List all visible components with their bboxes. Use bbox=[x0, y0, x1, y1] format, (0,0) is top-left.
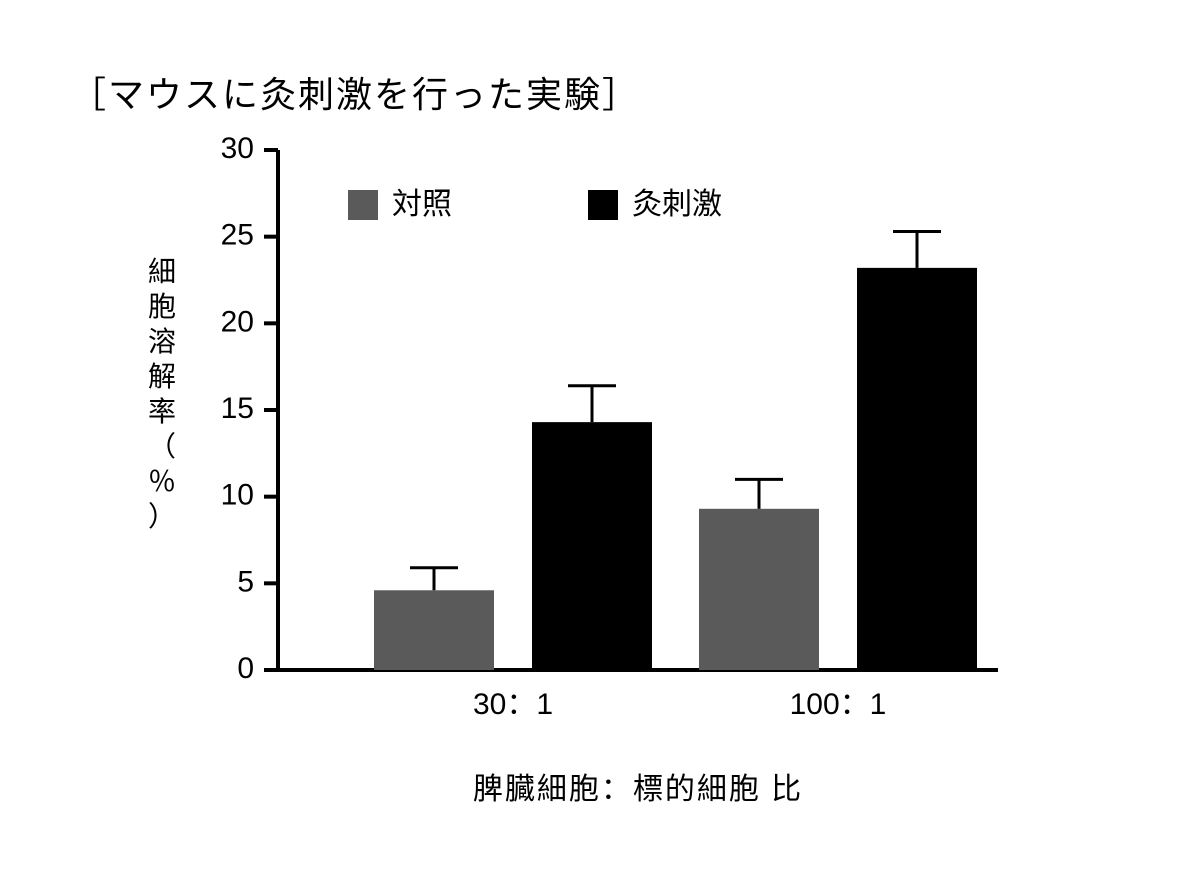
bar bbox=[857, 268, 977, 670]
category-label: 100：1 bbox=[790, 688, 887, 721]
x-axis-label: 脾臓細胞：標的細胞 比 bbox=[338, 764, 938, 808]
bar-chart: 0 5 10 15 20 25 30 30：1 100：1 対照 灸刺激 bbox=[0, 0, 1200, 874]
y-tick-label: 0 bbox=[237, 652, 254, 685]
legend-swatch bbox=[588, 190, 618, 220]
y-tick-label: 20 bbox=[221, 305, 254, 338]
legend-swatch bbox=[348, 190, 378, 220]
category-label: 30：1 bbox=[473, 688, 553, 721]
legend-label: 灸刺激 bbox=[632, 188, 722, 221]
bar bbox=[699, 509, 819, 670]
y-tick-label: 10 bbox=[221, 479, 254, 512]
y-tick-label: 30 bbox=[221, 132, 254, 165]
y-tick-label: 5 bbox=[237, 565, 254, 598]
legend-label: 対照 bbox=[392, 188, 452, 221]
bar bbox=[532, 422, 652, 670]
y-tick-label: 15 bbox=[221, 392, 254, 425]
bar bbox=[374, 590, 494, 670]
y-tick-label: 25 bbox=[221, 219, 254, 252]
page: ［マウスに灸刺激を行った実験］ 細胞溶解率（％） 05101520253030：… bbox=[0, 0, 1200, 874]
